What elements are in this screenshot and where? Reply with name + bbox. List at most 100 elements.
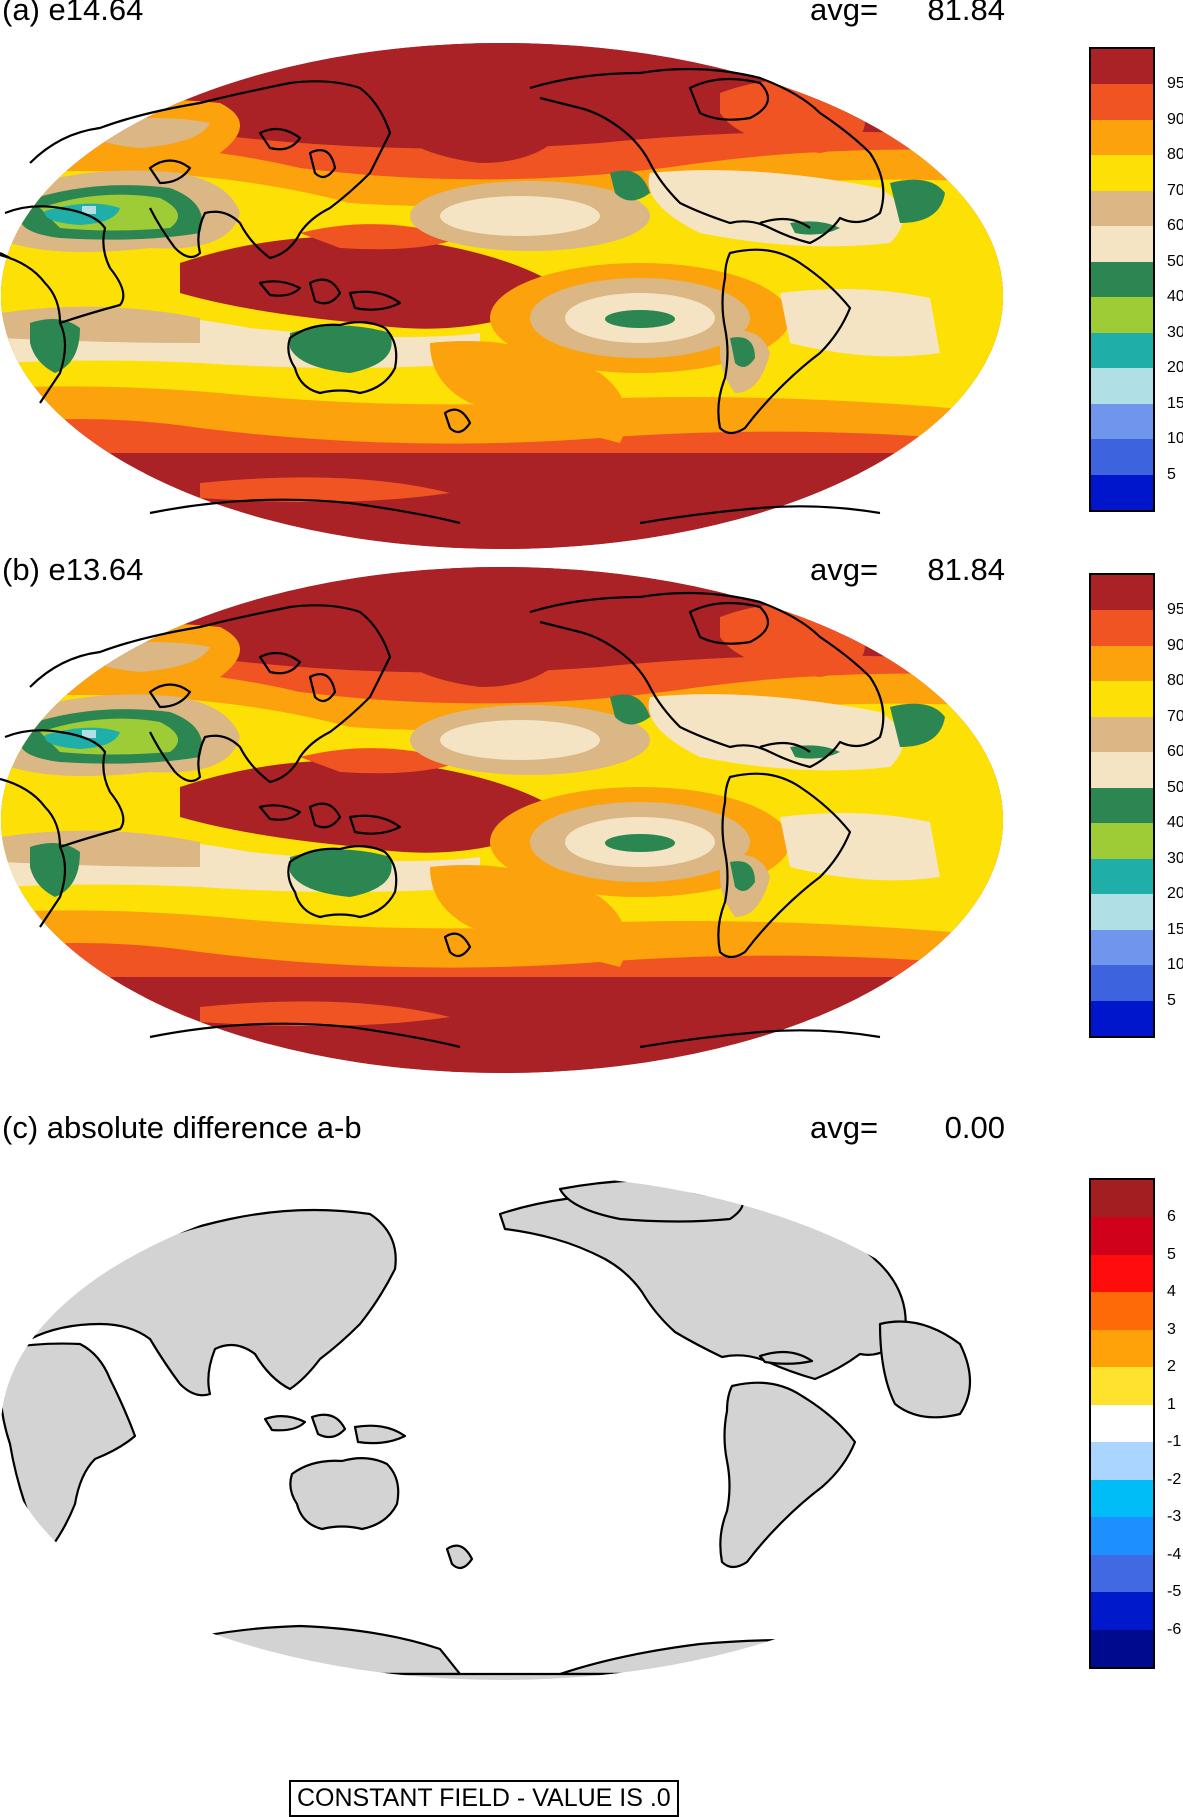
colorbar-box	[1091, 297, 1153, 334]
panel-avg: avg= 81.84	[810, 552, 1005, 592]
colorbar-box	[1091, 368, 1153, 405]
colorbar-box	[1091, 1442, 1153, 1481]
colorbar-box	[1091, 681, 1153, 718]
avg-label: avg=	[810, 1110, 879, 1145]
colorbar-tick-label: 6	[1167, 1208, 1176, 1226]
colorbar-tick-label: -6	[1167, 1620, 1182, 1638]
colorbar-box	[1091, 823, 1153, 860]
colorbar-box	[1091, 1479, 1153, 1518]
colorbar-box	[1091, 858, 1153, 895]
land-masses	[1, 1178, 1003, 1680]
panel-title: (a) e14.64	[2, 0, 144, 27]
colorbar-tick-label: 50	[1167, 252, 1183, 270]
colorbar-tick-label: -5	[1167, 1583, 1182, 1601]
colorbar-tick-label: 15	[1167, 394, 1183, 412]
colorbar-tick-label: -4	[1167, 1545, 1182, 1563]
colorbar-tick-label: 40	[1167, 288, 1183, 306]
colorbar-tick-label: -1	[1167, 1433, 1182, 1451]
colorbar-box	[1091, 929, 1153, 966]
colorbar-box	[1091, 1554, 1153, 1593]
panel-avg: avg= 0.00	[810, 1110, 1005, 1150]
colorbar-tick-label: 5	[1167, 1245, 1176, 1263]
colorbar-tick-label: 95	[1167, 75, 1183, 93]
colorbar-box	[1091, 787, 1153, 824]
colorbar-box	[1091, 84, 1153, 121]
colorbar-box	[1091, 894, 1153, 931]
colorbar-tick-label: 2	[1167, 1358, 1176, 1376]
colorbar-tick-label: 50	[1167, 778, 1183, 796]
colorbar-tick-label: 30	[1167, 849, 1183, 867]
colorbar-box	[1091, 575, 1153, 611]
colorbar-box	[1091, 1629, 1153, 1668]
field-map	[0, 43, 1003, 549]
colorbar-box	[1091, 474, 1153, 511]
colorbar-tick-label: 10	[1167, 956, 1183, 974]
coastlines	[0, 67, 885, 525]
colorbar-box	[1091, 332, 1153, 369]
panel-title: (b) e13.64	[2, 552, 144, 587]
colorbar-box	[1091, 645, 1153, 682]
colorbar-tick-label: 70	[1167, 181, 1183, 199]
avg-value: 81.84	[927, 552, 1005, 587]
avg-value: 81.84	[927, 0, 1005, 27]
colorbar-box	[1091, 119, 1153, 156]
colorbar-box	[1091, 716, 1153, 753]
colorbar: 95 90 80 70 60 50 40 30 20 15 10 5	[1089, 47, 1183, 512]
avg-label: avg=	[810, 0, 879, 27]
colorbar-box	[1091, 965, 1153, 1002]
colorbar-tick-label: 10	[1167, 430, 1183, 448]
colorbar-tick-label: 1	[1167, 1395, 1176, 1413]
colorbar-box	[1091, 49, 1153, 85]
colorbar-tick-label: 60	[1167, 743, 1183, 761]
colorbar-box	[1091, 610, 1153, 647]
colorbar-box	[1091, 1000, 1153, 1037]
colorbar-tick-label: 80	[1167, 672, 1183, 690]
colorbar: 95 90 80 70 60 50 40 30 20 15 10 5	[1089, 573, 1183, 1038]
colorbar-tick-label: 70	[1167, 707, 1183, 725]
avg-label: avg=	[810, 552, 879, 587]
colorbar-box	[1091, 439, 1153, 476]
colorbar-tick-label: 20	[1167, 359, 1183, 377]
colorbar-tick-label: -3	[1167, 1508, 1182, 1526]
colorbar-box	[1091, 1367, 1153, 1406]
colorbar-tick-label: 3	[1167, 1320, 1176, 1338]
colorbar-box	[1091, 1329, 1153, 1368]
panel-title: (c) absolute difference a-b	[2, 1110, 362, 1145]
colorbar-tick-label: 15	[1167, 920, 1183, 938]
colorbar: 6 5 4 3 2 1 -1 -2 -3 -4 -5 -6	[1089, 1178, 1181, 1669]
colorbar-box	[1091, 190, 1153, 227]
panel-b: (b) e13.64 avg= 81.84	[0, 552, 1183, 1110]
colorbar-box	[1091, 1217, 1153, 1256]
colorbar-box	[1091, 226, 1153, 263]
colorbar-tick-label: 90	[1167, 636, 1183, 654]
panel-avg: avg= 81.84	[810, 0, 1005, 32]
colorbar-box	[1091, 1404, 1153, 1443]
colorbar-box	[1091, 1292, 1153, 1331]
colorbar-box	[1091, 403, 1153, 440]
avg-value: 0.00	[944, 1110, 1005, 1145]
panel-c: (c) absolute difference a-b avg= 0.00	[0, 1110, 1183, 1817]
colorbar-tick-label: 90	[1167, 110, 1183, 128]
colorbar-box	[1091, 1592, 1153, 1631]
field-map	[0, 567, 1003, 1073]
coastlines	[0, 591, 885, 1049]
colorbar-box	[1091, 1180, 1153, 1218]
colorbar-tick-label: 40	[1167, 814, 1183, 832]
panel-a: (a) e14.64 avg= 81.84	[0, 0, 1183, 560]
constant-field-note: CONSTANT FIELD - VALUE IS .0	[289, 1780, 679, 1817]
colorbar-box	[1091, 261, 1153, 298]
colorbar-tick-label: 60	[1167, 217, 1183, 235]
colorbar-box	[1091, 752, 1153, 789]
colorbar-tick-label: 5	[1167, 991, 1176, 1009]
colorbar-box	[1091, 1517, 1153, 1556]
difference-map	[1, 1178, 1003, 1680]
colorbar-tick-label: 80	[1167, 146, 1183, 164]
colorbar-tick-label: 30	[1167, 323, 1183, 341]
colorbar-tick-label: 95	[1167, 601, 1183, 619]
colorbar-tick-label: 20	[1167, 885, 1183, 903]
colorbar-tick-label: 5	[1167, 465, 1176, 483]
colorbar-tick-label: 4	[1167, 1283, 1176, 1301]
colorbar-box	[1091, 1254, 1153, 1293]
colorbar-tick-label: -2	[1167, 1470, 1182, 1488]
colorbar-box	[1091, 155, 1153, 192]
